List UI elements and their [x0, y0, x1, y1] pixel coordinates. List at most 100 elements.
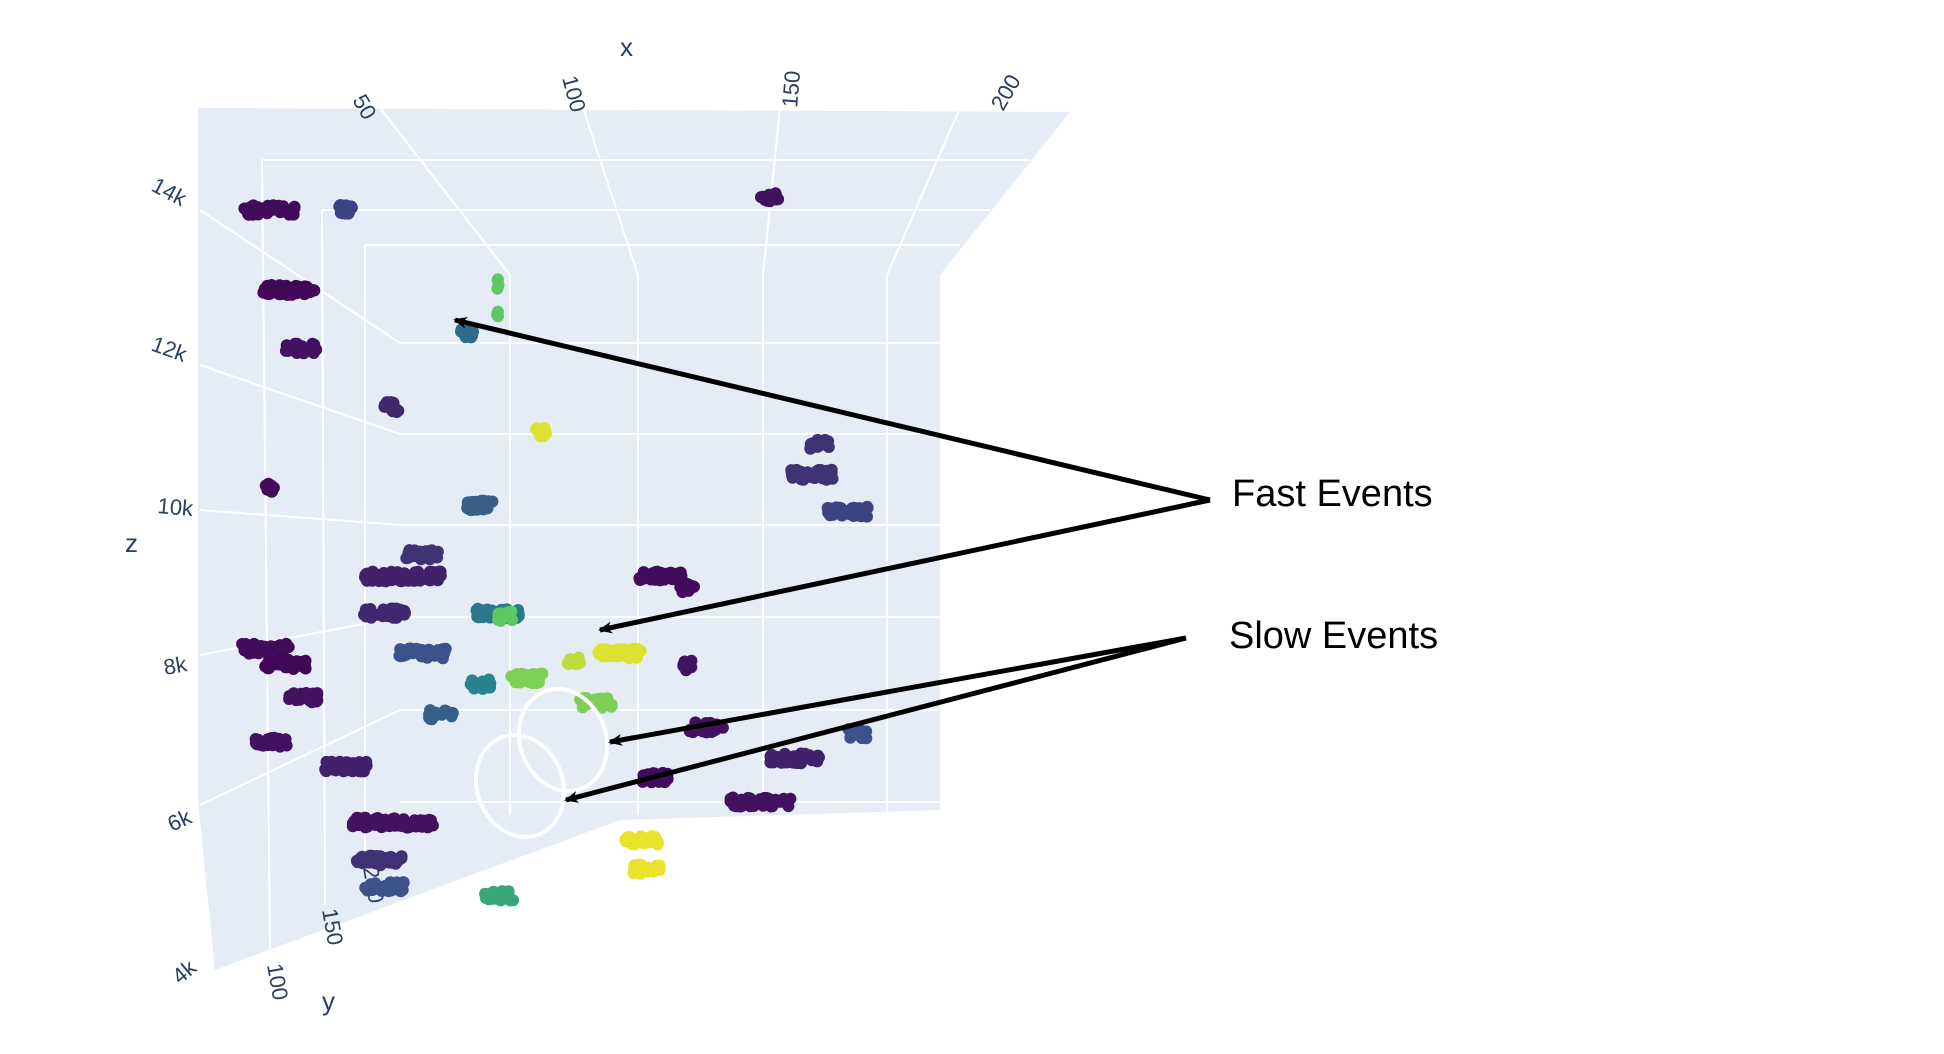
annotation-arrow [453, 316, 1211, 503]
data-point [609, 646, 621, 659]
data-point [602, 698, 615, 711]
data-point [811, 749, 824, 762]
data-point [340, 199, 353, 212]
data-point [592, 646, 605, 659]
data-point [788, 752, 801, 765]
data-point [624, 834, 637, 847]
back-wall-plane [198, 108, 1070, 812]
data-point [268, 203, 281, 216]
slow-events-annotation: Slow Events [564, 615, 1438, 803]
data-point [534, 670, 546, 683]
data-point [242, 644, 255, 657]
data-point [522, 675, 535, 688]
data-point [492, 310, 504, 323]
y-axis-title: y [322, 986, 335, 1016]
data-point [814, 469, 827, 482]
data-point [399, 573, 412, 586]
data-point [356, 761, 369, 774]
data-point [850, 502, 863, 515]
data-point [710, 723, 723, 736]
fast-events-annotation: Fast Events [453, 316, 1433, 634]
fast-events-label: Fast Events [1232, 473, 1433, 515]
data-point [688, 580, 700, 593]
data-point [562, 657, 575, 670]
data-point [678, 578, 691, 591]
data-point [252, 208, 265, 221]
data-point [494, 614, 507, 627]
data-points [236, 187, 874, 907]
data-point [242, 208, 255, 221]
data-point [814, 435, 827, 448]
highlight-circle [516, 686, 610, 794]
data-point [290, 688, 303, 701]
data-point [769, 793, 782, 806]
data-point [420, 545, 432, 558]
data-point [755, 191, 767, 204]
data-point [252, 643, 265, 655]
annotation-arrow [564, 635, 1187, 803]
data-point [633, 832, 646, 845]
data-point [279, 661, 292, 674]
z-axis-title: z [125, 528, 138, 558]
data-point [428, 649, 441, 662]
x-tick-label: 150 [777, 70, 805, 109]
slow-events-label: Slow Events [1229, 615, 1438, 657]
data-point [770, 751, 783, 764]
data-point [358, 853, 371, 866]
data-point [759, 796, 772, 809]
data-point [745, 796, 758, 809]
data-point [310, 343, 323, 356]
z-tick-label: 8k [162, 651, 190, 680]
data-point [455, 325, 467, 338]
data-point [371, 608, 384, 621]
z-tick-label: 14k [148, 172, 192, 211]
data-point [286, 207, 299, 220]
data-point [390, 876, 403, 889]
z-tick-label: 12k [148, 331, 191, 367]
x-axis-title: x [620, 32, 633, 62]
y-tick-label: 150 [317, 907, 348, 948]
data-point [466, 503, 479, 516]
x-tick-label: 100 [557, 73, 591, 115]
highlight-circle [473, 732, 567, 840]
data-point [419, 814, 432, 827]
z-tick-label: 4k [167, 954, 202, 989]
z-tick-label: 10k [157, 493, 196, 521]
data-point [531, 424, 544, 436]
data-point [685, 661, 698, 674]
data-point [488, 889, 501, 902]
data-point [799, 747, 811, 760]
data-point [366, 884, 379, 896]
data-point [273, 288, 286, 301]
data-point [654, 566, 667, 579]
annotation-arrow [608, 635, 1187, 746]
z-tick-label: 6k [164, 804, 197, 837]
data-point [491, 274, 504, 287]
data-point [627, 867, 640, 880]
data-point [475, 677, 488, 690]
data-point [259, 660, 272, 673]
data-point [498, 891, 511, 904]
floor-plane [198, 800, 940, 970]
data-point [464, 678, 477, 691]
data-point [361, 574, 373, 587]
data-point [262, 736, 275, 749]
data-point [396, 820, 409, 833]
z-axis: 14k 12k 10k 8k 6k 4k z [125, 172, 202, 988]
data-point [300, 687, 313, 699]
data-point [467, 325, 479, 338]
data-point [424, 713, 437, 725]
data-point [573, 656, 586, 669]
data-point [385, 574, 398, 587]
data-point [768, 189, 781, 202]
data-point [289, 340, 302, 353]
data-point [639, 569, 651, 582]
data-point [288, 283, 301, 295]
data-point [438, 704, 451, 717]
data-point [251, 738, 263, 751]
data-point [374, 850, 387, 863]
data-point [478, 605, 491, 618]
data-point [387, 396, 400, 409]
data-point [824, 509, 836, 522]
